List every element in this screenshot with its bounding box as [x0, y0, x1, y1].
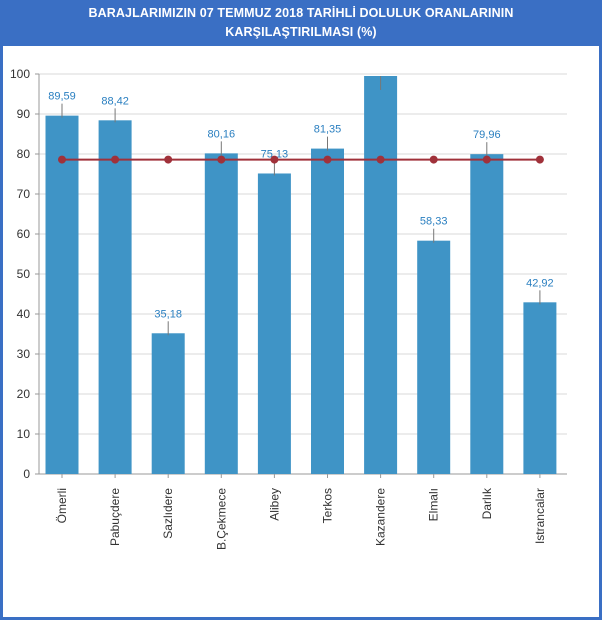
y-tick-label: 100 — [10, 67, 30, 81]
x-tick-label: Terkos — [321, 488, 335, 523]
average-point — [58, 155, 66, 164]
data-label: 89,59 — [48, 91, 76, 103]
bar — [417, 240, 451, 474]
y-tick-label: 70 — [17, 187, 31, 201]
data-label: 81,35 — [314, 124, 342, 136]
data-label: 58,33 — [420, 216, 448, 228]
bar — [364, 76, 398, 474]
y-tick-label: 30 — [17, 347, 31, 361]
average-point — [535, 155, 544, 164]
chart-header: BARAJLARIMIZIN 07 TEMMUZ 2018 TARİHLİ DO… — [0, 0, 602, 46]
chart-title-line-2: KARŞILAŞTIRILMASI (%) — [225, 25, 377, 39]
x-tick-label: Sazlıdere — [161, 488, 175, 539]
bar — [311, 148, 344, 474]
bar — [151, 333, 185, 474]
average-point — [323, 155, 332, 164]
data-label: 88,42 — [101, 95, 129, 107]
x-tick-label: Alibey — [267, 488, 281, 521]
y-tick-label: 0 — [23, 467, 30, 481]
bar — [45, 115, 79, 474]
chart-title-line-1: BARAJLARIMIZIN 07 TEMMUZ 2018 TARİHLİ DO… — [88, 6, 514, 20]
y-tick-label: 10 — [17, 427, 31, 441]
average-point — [217, 155, 226, 164]
y-tick-label: 80 — [17, 147, 31, 161]
data-label: 42,92 — [526, 277, 554, 289]
data-label: 80,16 — [208, 128, 236, 140]
average-point — [111, 155, 120, 164]
average-point — [164, 155, 173, 164]
x-tick-label: B.Çekmece — [214, 488, 228, 550]
y-tick-label: 50 — [17, 267, 31, 281]
bar — [98, 120, 132, 474]
average-point — [482, 155, 491, 164]
data-label: 35,18 — [154, 308, 182, 320]
x-tick-label: Kazandere — [374, 488, 388, 546]
data-label: 79,96 — [473, 129, 501, 141]
data-label: 75,13 — [261, 148, 289, 160]
y-tick-label: 20 — [17, 387, 31, 401]
average-point — [429, 155, 438, 164]
y-tick-label: 40 — [17, 307, 31, 321]
x-tick-label: Elmalı — [427, 488, 441, 521]
bar — [523, 302, 557, 474]
bar — [257, 173, 291, 475]
y-tick-label: 90 — [17, 107, 31, 121]
x-tick-label: Istrancalar — [533, 488, 547, 544]
x-tick-label: Ömerli — [55, 488, 69, 523]
average-point — [376, 155, 385, 164]
x-tick-label: Pabuçdere — [108, 488, 122, 546]
bar — [470, 154, 504, 474]
y-tick-label: 60 — [17, 227, 31, 241]
bar — [204, 153, 238, 475]
average-point — [270, 155, 279, 164]
x-tick-label: Darlık — [480, 487, 494, 519]
